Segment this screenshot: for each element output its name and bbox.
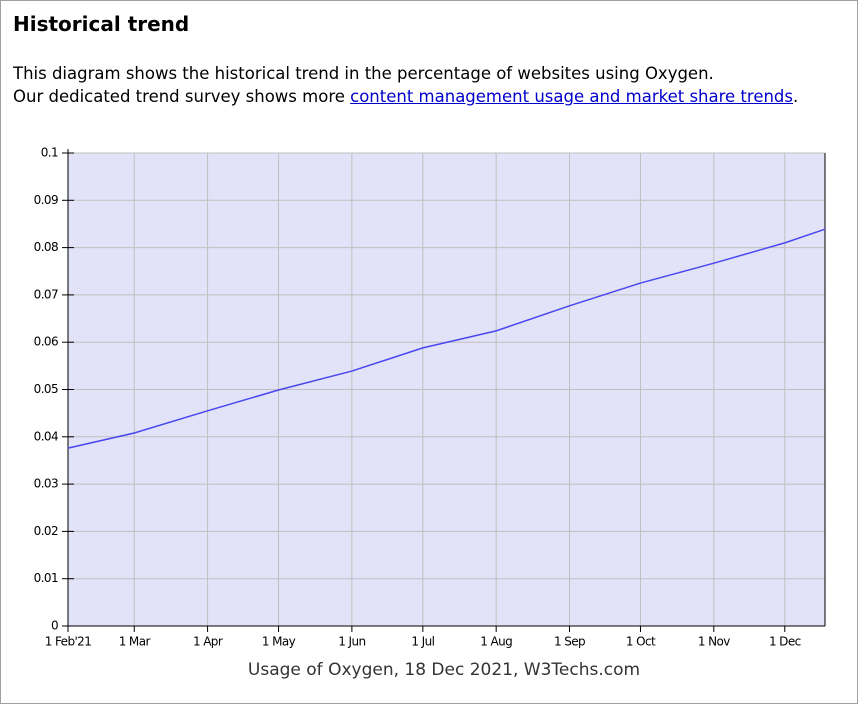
x-tick-label: 1 Aug: [480, 635, 512, 649]
description-text: This diagram shows the historical trend …: [13, 64, 714, 83]
x-tick-label: 1 Feb'21: [45, 635, 91, 649]
x-tick-label: 1 Sep: [554, 635, 585, 649]
y-tick-label: 0.04: [34, 429, 58, 443]
y-tick-label: 0: [51, 619, 58, 633]
x-tick-label: 1 May: [262, 635, 296, 649]
description-text: .: [793, 87, 799, 106]
x-tick-label: 1 Jul: [411, 635, 434, 649]
y-tick-label: 0.03: [34, 477, 58, 491]
link[interactable]: content management usage and market shar…: [350, 87, 794, 106]
x-tick-label: 1 Jun: [338, 635, 365, 649]
x-tick-label: 1 Dec: [769, 635, 801, 649]
x-axis-label: Usage of Oxygen, 18 Dec 2021, W3Techs.co…: [248, 660, 640, 680]
x-tick-label: 1 Nov: [698, 635, 730, 649]
x-tick-label: 1 Apr: [193, 635, 223, 649]
y-tick-label: 0.02: [34, 524, 58, 538]
data-line: [67, 228, 826, 449]
y-tick-label: 0.08: [34, 240, 58, 254]
y-tick-label: 0.01: [34, 571, 58, 585]
y-tick-label: 0.05: [34, 382, 58, 396]
heading: Historical trend: [13, 12, 190, 36]
description-text: Our dedicated trend survey shows more: [13, 87, 351, 106]
x-tick-label: 1 Oct: [626, 635, 656, 649]
description: This diagram shows the historical trend …: [13, 62, 843, 108]
x-tick-label: 1 Mar: [119, 635, 151, 649]
y-tick-label: 0.09: [34, 193, 58, 207]
y-tick-label: 0.1: [41, 146, 58, 160]
y-tick-label: 0.07: [34, 287, 58, 301]
y-tick-label: 0.06: [34, 335, 58, 349]
